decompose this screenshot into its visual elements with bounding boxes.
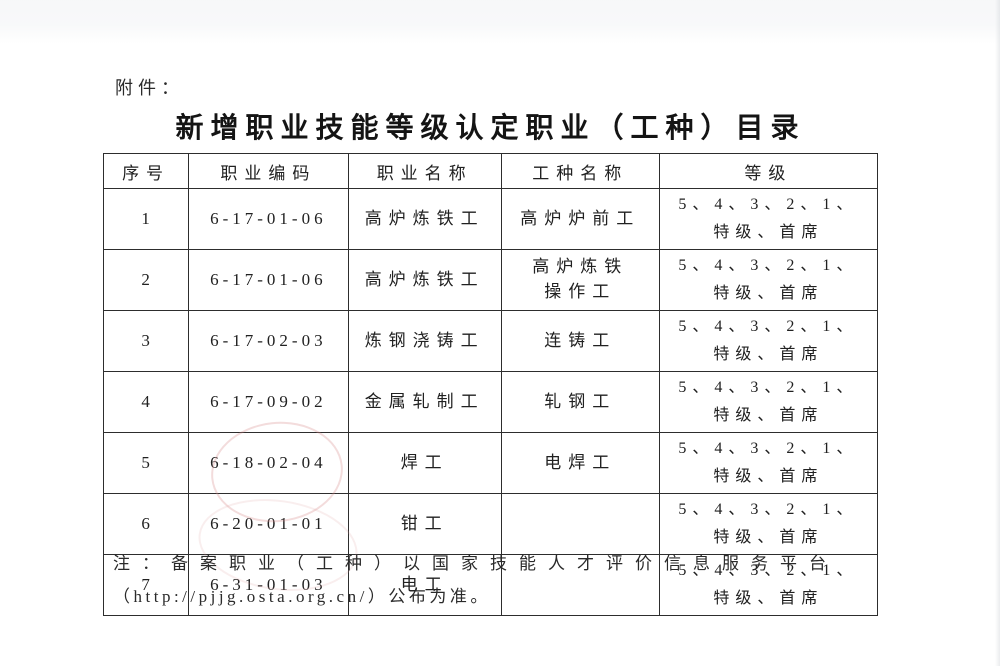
- table-row: 4 6-17-09-02 金属轧制工 轧钢工 5、4、3、2、1、 特级、首席: [102, 371, 879, 433]
- footnote: 注：备案职业（工种）以国家技能人才评价信息服务平台 （http://pjjg.o…: [113, 549, 903, 607]
- cell-occupation-name: 钳工: [347, 493, 502, 555]
- col-header-occupation-code: 职业编码: [188, 153, 349, 189]
- cell-number: 7: [102, 554, 190, 616]
- cell-number: 6: [102, 493, 190, 555]
- scan-artifact-top: [0, 0, 1000, 44]
- table-header-row: 序号 职业编码 职业名称 工种名称 等级: [102, 153, 879, 189]
- col-header-number: 序号: [102, 153, 190, 189]
- footnote-line-1: 注：备案职业（工种）以国家技能人才评价信息服务平台: [113, 554, 838, 573]
- cell-occupation-code: 6-18-02-04: [188, 432, 349, 494]
- cell-occupation-name: 炼钢浇铸工: [347, 310, 502, 372]
- cell-work-type: 连铸工: [500, 310, 660, 372]
- table-row: 6 6-20-01-01 钳工 5、4、3、2、1、 特级、首席: [102, 493, 879, 555]
- cell-work-type: 高炉炼铁 操作工: [500, 249, 660, 311]
- page-title: 新增职业技能等级认定职业（工种）目录: [175, 113, 806, 144]
- footnote-line-2: （http://pjjg.osta.org.cn/）公布为准。: [113, 587, 491, 606]
- cell-occupation-code: 6-17-02-03: [188, 310, 349, 372]
- cell-occupation-code: 6-17-09-02: [188, 371, 349, 433]
- cell-occupation-name: 高炉炼铁工: [347, 188, 502, 250]
- cell-work-type: 高炉炉前工: [500, 188, 660, 250]
- cell-occupation-code: 6-17-01-06: [188, 249, 349, 311]
- cell-occupation-name: 电工: [347, 554, 502, 616]
- cell-number: 4: [102, 371, 190, 433]
- table-row: 1 6-17-01-06 高炉炼铁工 高炉炉前工 5、4、3、2、1、 特级、首…: [102, 188, 879, 250]
- cell-grade: 5、4、3、2、1、 特级、首席: [658, 188, 879, 250]
- cell-occupation-code: 6-17-01-06: [188, 188, 349, 250]
- col-header-grade: 等级: [658, 153, 879, 189]
- cell-occupation-name: 焊工: [347, 432, 502, 494]
- cell-work-type: 轧钢工: [500, 371, 660, 433]
- cell-grade: 5、4、3、2、1、 特级、首席: [658, 310, 879, 372]
- cell-grade: 5、4、3、2、1、 特级、首席: [658, 371, 879, 433]
- cell-number: 1: [102, 188, 190, 250]
- scan-artifact-right: [995, 0, 1000, 666]
- occupations-table: 序号 职业编码 职业名称 工种名称 等级 1 6-17-01-06 高炉炼铁工 …: [102, 153, 879, 616]
- col-header-occupation-name: 职业名称: [347, 153, 502, 189]
- table-row: 2 6-17-01-06 高炉炼铁工 高炉炼铁 操作工 5、4、3、2、1、 特…: [102, 249, 879, 311]
- cell-number: 2: [102, 249, 190, 311]
- col-header-work-type-name: 工种名称: [500, 153, 660, 189]
- table-row: 3 6-17-02-03 炼钢浇铸工 连铸工 5、4、3、2、1、 特级、首席: [102, 310, 879, 372]
- cell-occupation-name: 高炉炼铁工: [347, 249, 502, 311]
- table-row: 5 6-18-02-04 焊工 电焊工 5、4、3、2、1、 特级、首席: [102, 432, 879, 494]
- attachment-label: 附件：: [115, 78, 184, 98]
- cell-grade: 5、4、3、2、1、 特级、首席: [658, 554, 879, 616]
- cell-number: 3: [102, 310, 190, 372]
- cell-occupation-code: 6-20-01-01: [188, 493, 349, 555]
- cell-work-type: [500, 554, 660, 616]
- cell-grade: 5、4、3、2、1、 特级、首席: [658, 493, 879, 555]
- cell-work-type: [500, 493, 660, 555]
- cell-grade: 5、4、3、2、1、 特级、首席: [658, 432, 879, 494]
- cell-grade: 5、4、3、2、1、 特级、首席: [658, 249, 879, 311]
- cell-work-type: 电焊工: [500, 432, 660, 494]
- cell-occupation-code: 6-31-01-03: [188, 554, 349, 616]
- cell-occupation-name: 金属轧制工: [347, 371, 502, 433]
- table-row: 7 6-31-01-03 电工 5、4、3、2、1、 特级、首席: [102, 554, 879, 616]
- cell-number: 5: [102, 432, 190, 494]
